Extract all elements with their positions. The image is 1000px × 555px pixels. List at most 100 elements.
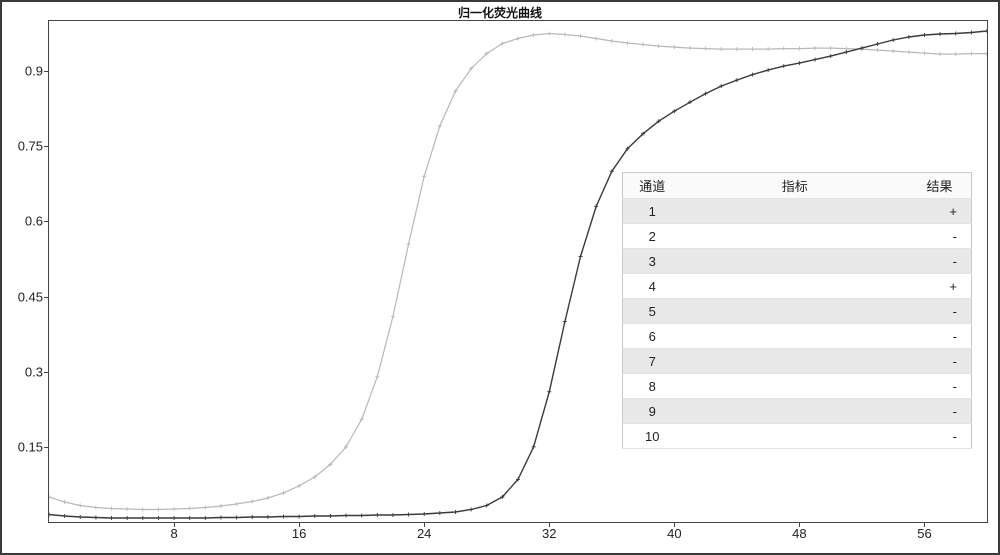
table-row: 5- (623, 299, 972, 324)
series-marker (94, 505, 98, 509)
results-table: 通道 指标 结果 1+2-3-4+5-6-7-8-9-10- (622, 172, 972, 449)
series-marker (532, 33, 536, 37)
col-channel: 通道 (623, 173, 682, 199)
x-tick-mark (424, 522, 425, 527)
series-marker (422, 174, 426, 178)
x-tick-label: 16 (292, 526, 306, 541)
series-marker (375, 513, 379, 517)
x-tick-label: 48 (792, 526, 806, 541)
series-marker (188, 506, 192, 510)
cell-result: - (908, 424, 971, 449)
cell-channel: 6 (623, 324, 682, 349)
series-marker (125, 516, 129, 520)
cell-channel: 5 (623, 299, 682, 324)
series-marker (797, 61, 801, 65)
series-marker (704, 47, 708, 51)
y-tick-label: 0.9 (25, 64, 43, 79)
x-tick-mark (299, 522, 300, 527)
series-marker (49, 512, 51, 516)
series-marker (63, 500, 67, 504)
cell-indicator (681, 224, 908, 249)
chart-title: 归一化荧光曲线 (2, 4, 998, 21)
x-tick-mark (174, 522, 175, 527)
series-marker (610, 39, 614, 43)
series-marker (782, 47, 786, 51)
series-marker (938, 52, 942, 56)
y-tick-label: 0.75 (18, 139, 43, 154)
series-marker (344, 513, 348, 517)
series-marker (516, 37, 520, 41)
series-marker (813, 58, 817, 62)
table-row: 3- (623, 249, 972, 274)
series-marker (672, 45, 676, 49)
col-indicator: 指标 (681, 173, 908, 199)
series-marker (876, 42, 880, 46)
series-marker (156, 507, 160, 511)
series-marker (625, 41, 629, 45)
y-tick-mark (44, 71, 49, 72)
series-marker (579, 34, 583, 38)
cell-result: - (908, 249, 971, 274)
series-marker (969, 31, 973, 35)
y-tick-mark (44, 221, 49, 222)
series-marker (641, 43, 645, 47)
series-marker (219, 515, 223, 519)
series-marker (938, 32, 942, 36)
series-marker (172, 516, 176, 520)
series-marker (266, 496, 270, 500)
series-marker (78, 515, 82, 519)
cell-channel: 9 (623, 399, 682, 424)
table-row: 10- (623, 424, 972, 449)
series-marker (735, 47, 739, 51)
series-marker (282, 514, 286, 518)
series-marker (219, 504, 223, 508)
cell-indicator (681, 299, 908, 324)
cell-channel: 4 (623, 274, 682, 299)
cell-indicator (681, 199, 908, 224)
table-row: 8- (623, 374, 972, 399)
series-marker (797, 47, 801, 51)
series-marker (360, 513, 364, 517)
table-row: 9- (623, 399, 972, 424)
series-marker (141, 507, 145, 511)
series-marker (688, 46, 692, 50)
series-marker (719, 47, 723, 51)
series-marker (844, 50, 848, 54)
x-tick-mark (924, 522, 925, 527)
series-marker (172, 507, 176, 511)
cell-result: - (908, 224, 971, 249)
series-marker (407, 242, 411, 246)
series-marker (407, 512, 411, 516)
series-marker (235, 502, 239, 506)
series-marker (954, 32, 958, 36)
series-marker (782, 64, 786, 68)
series-marker (125, 507, 129, 511)
series-marker (94, 515, 98, 519)
series-marker (547, 390, 551, 394)
series-marker (78, 503, 82, 507)
series-marker (563, 33, 567, 37)
series-marker (422, 512, 426, 516)
cell-indicator (681, 424, 908, 449)
series-marker (907, 35, 911, 39)
y-tick-label: 0.6 (25, 214, 43, 229)
series-marker (438, 511, 442, 515)
series-marker (766, 47, 770, 51)
chart-frame: 归一化荧光曲线 0.150.30.450.60.750.981624324048… (0, 0, 1000, 555)
series-marker (250, 515, 254, 519)
series-marker (156, 516, 160, 520)
series-marker (469, 507, 473, 511)
series-marker (63, 514, 67, 518)
series-marker (985, 52, 987, 56)
series-marker (313, 514, 317, 518)
series-marker (751, 73, 755, 77)
series-marker (844, 47, 848, 51)
series-marker (547, 32, 551, 36)
cell-indicator (681, 399, 908, 424)
table-row: 6- (623, 324, 972, 349)
series-marker (922, 33, 926, 37)
y-tick-mark (44, 146, 49, 147)
cell-channel: 8 (623, 374, 682, 399)
series-marker (266, 515, 270, 519)
cell-indicator (681, 349, 908, 374)
